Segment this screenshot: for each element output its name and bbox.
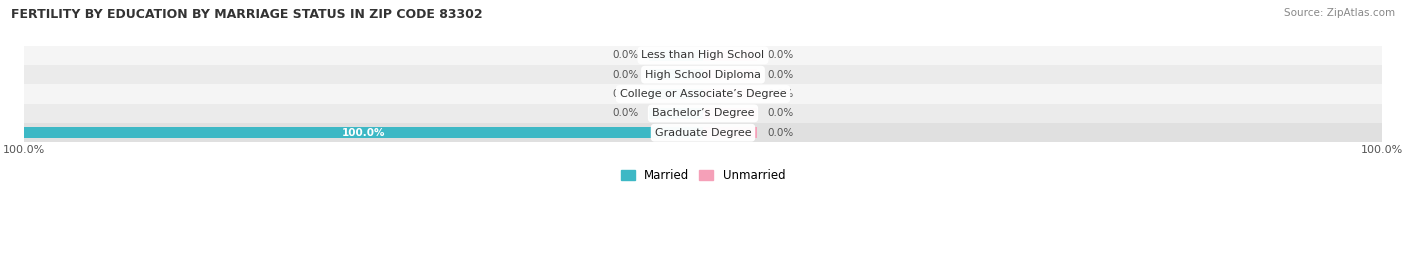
- Text: 0.0%: 0.0%: [768, 108, 794, 118]
- Bar: [703, 108, 758, 119]
- Text: 100.0%: 100.0%: [342, 128, 385, 138]
- Text: 0.0%: 0.0%: [612, 70, 638, 80]
- Bar: [648, 50, 703, 61]
- Bar: [703, 89, 758, 99]
- Bar: [703, 50, 758, 61]
- Text: Bachelor’s Degree: Bachelor’s Degree: [652, 108, 754, 118]
- Text: 0.0%: 0.0%: [612, 89, 638, 99]
- Bar: [648, 89, 703, 99]
- Text: Less than High School: Less than High School: [641, 50, 765, 60]
- Bar: [648, 69, 703, 80]
- Bar: [648, 108, 703, 119]
- Legend: Married, Unmarried: Married, Unmarried: [616, 164, 790, 187]
- Text: 0.0%: 0.0%: [612, 50, 638, 60]
- Text: High School Diploma: High School Diploma: [645, 70, 761, 80]
- Bar: [24, 123, 1382, 142]
- Bar: [24, 104, 1382, 123]
- Text: Graduate Degree: Graduate Degree: [655, 128, 751, 138]
- Text: FERTILITY BY EDUCATION BY MARRIAGE STATUS IN ZIP CODE 83302: FERTILITY BY EDUCATION BY MARRIAGE STATU…: [11, 8, 482, 21]
- Bar: [24, 127, 703, 138]
- Bar: [703, 69, 758, 80]
- Text: Source: ZipAtlas.com: Source: ZipAtlas.com: [1284, 8, 1395, 18]
- Text: 0.0%: 0.0%: [612, 108, 638, 118]
- Text: 0.0%: 0.0%: [768, 50, 794, 60]
- Bar: [24, 46, 1382, 65]
- Text: 0.0%: 0.0%: [768, 128, 794, 138]
- Text: 0.0%: 0.0%: [768, 70, 794, 80]
- Bar: [24, 84, 1382, 104]
- Text: College or Associate’s Degree: College or Associate’s Degree: [620, 89, 786, 99]
- Bar: [24, 65, 1382, 84]
- Text: 0.0%: 0.0%: [768, 89, 794, 99]
- Bar: [703, 127, 758, 138]
